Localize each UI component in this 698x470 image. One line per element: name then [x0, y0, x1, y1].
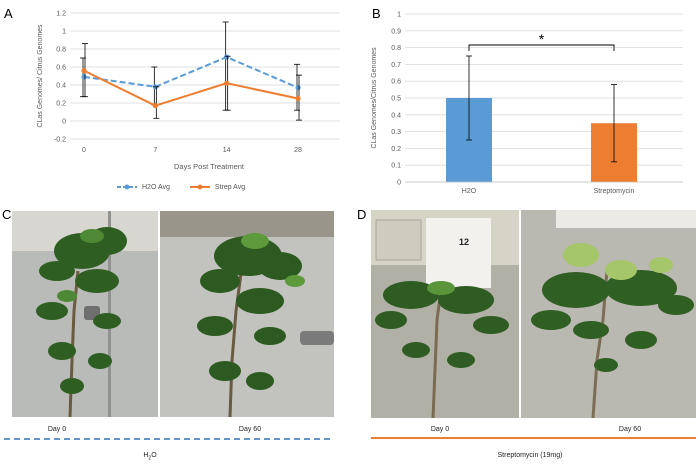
- ytick-label-b: 0.4: [391, 112, 401, 119]
- x-axis-label-a: Days Post Treatment: [174, 162, 245, 171]
- ytick-label-a: 0.2: [56, 101, 66, 108]
- data-point-1-3: [295, 95, 301, 102]
- line-chart-legend: H2O Avg Strep Avg: [117, 183, 245, 191]
- category-label-b: Streptomycin: [594, 188, 635, 195]
- y-axis-label-a: CLas Genomes/ Citrus Genomes: [37, 24, 44, 128]
- bar-chart: 0 0.1 0.2 0.3 0.4 0.5 0.6 0.7 0.8 0.9 1 CLas Genome…: [371, 12, 683, 195]
- data-point-1-2: [224, 80, 230, 86]
- data-point-1-0: [81, 68, 87, 74]
- plant-image-d-left: [371, 210, 519, 418]
- series-line-0: [83, 56, 299, 89]
- ytick-label-a: 0.4: [56, 83, 66, 90]
- data-point-1-1: [152, 103, 158, 109]
- ytick-label-b: 0.5: [391, 96, 401, 103]
- ytick-label-b: 0: [397, 180, 401, 187]
- y-axis-label-b: CLas Genomes/Citrus Genomes: [371, 47, 378, 149]
- ytick-label-a: 1.2: [56, 11, 66, 18]
- panel-letter-b: B: [372, 6, 381, 21]
- legend-label-strep: Strep Avg: [214, 183, 246, 191]
- ytick-label-a: 0.6: [56, 65, 66, 72]
- ytick-label-b: 0.3: [391, 129, 401, 136]
- caption-d-day0: Day 0: [430, 426, 450, 433]
- xtick-label-a: 7: [153, 147, 157, 154]
- ytick-label-b: 0.7: [391, 62, 401, 69]
- ytick-label-a: 0.8: [56, 47, 66, 54]
- panel-letter-d: D: [357, 207, 367, 222]
- legend-label-h2o: H2O Avg: [142, 183, 170, 191]
- caption-strep: Streptomycin (19mg): [497, 452, 563, 459]
- legend-swatch-h2o: [117, 184, 137, 190]
- ytick-label-a: 1: [62, 29, 66, 36]
- photo-strep-day60: [521, 210, 696, 418]
- significance-star: *: [539, 31, 545, 47]
- caption-h2o: H2O: [143, 452, 157, 462]
- plant-sign-number: 12: [459, 237, 470, 247]
- xtick-label-a: 0: [82, 147, 86, 154]
- caption-c-day0: Day 0: [47, 426, 67, 433]
- ytick-label-b: 0.6: [391, 79, 401, 86]
- series-line-1: [83, 69, 299, 107]
- strep-solid-line: [371, 437, 696, 439]
- line-chart: -0.2 0 0.2 0.4 0.6 0.8 1 1.2 0 7 14 28 Days Post Tre…: [37, 11, 340, 171]
- photo-h2o-day0: [12, 211, 158, 417]
- h2o-dashed-line: [4, 438, 334, 440]
- ytick-label-b: 1: [397, 12, 401, 19]
- ytick-label-b: 0.9: [391, 28, 401, 35]
- ytick-label-a: 0: [62, 119, 66, 126]
- caption-d-day60: Day 60: [618, 426, 642, 433]
- photo-strep-day0: 12: [371, 210, 519, 418]
- plant-image-c-right: [160, 211, 334, 417]
- ytick-label-b: 0.1: [391, 163, 401, 170]
- category-label-b: H2O: [462, 188, 477, 195]
- plant-image-d-right: [521, 210, 696, 418]
- panel-letter-c: C: [2, 207, 12, 222]
- xtick-label-a: 28: [294, 147, 302, 154]
- panel-letter-a: A: [4, 6, 13, 21]
- xtick-label-a: 14: [223, 147, 231, 154]
- ytick-label-b: 0.2: [391, 146, 401, 153]
- significance-bracket: [468, 44, 615, 51]
- plant-image-c-left: [12, 211, 158, 417]
- ytick-label-b: 0.8: [391, 45, 401, 52]
- legend-swatch-strep: [189, 184, 210, 190]
- photo-h2o-day60: [160, 211, 334, 417]
- ytick-label-a: -0.2: [54, 137, 66, 144]
- caption-c-day60: Day 60: [238, 426, 262, 433]
